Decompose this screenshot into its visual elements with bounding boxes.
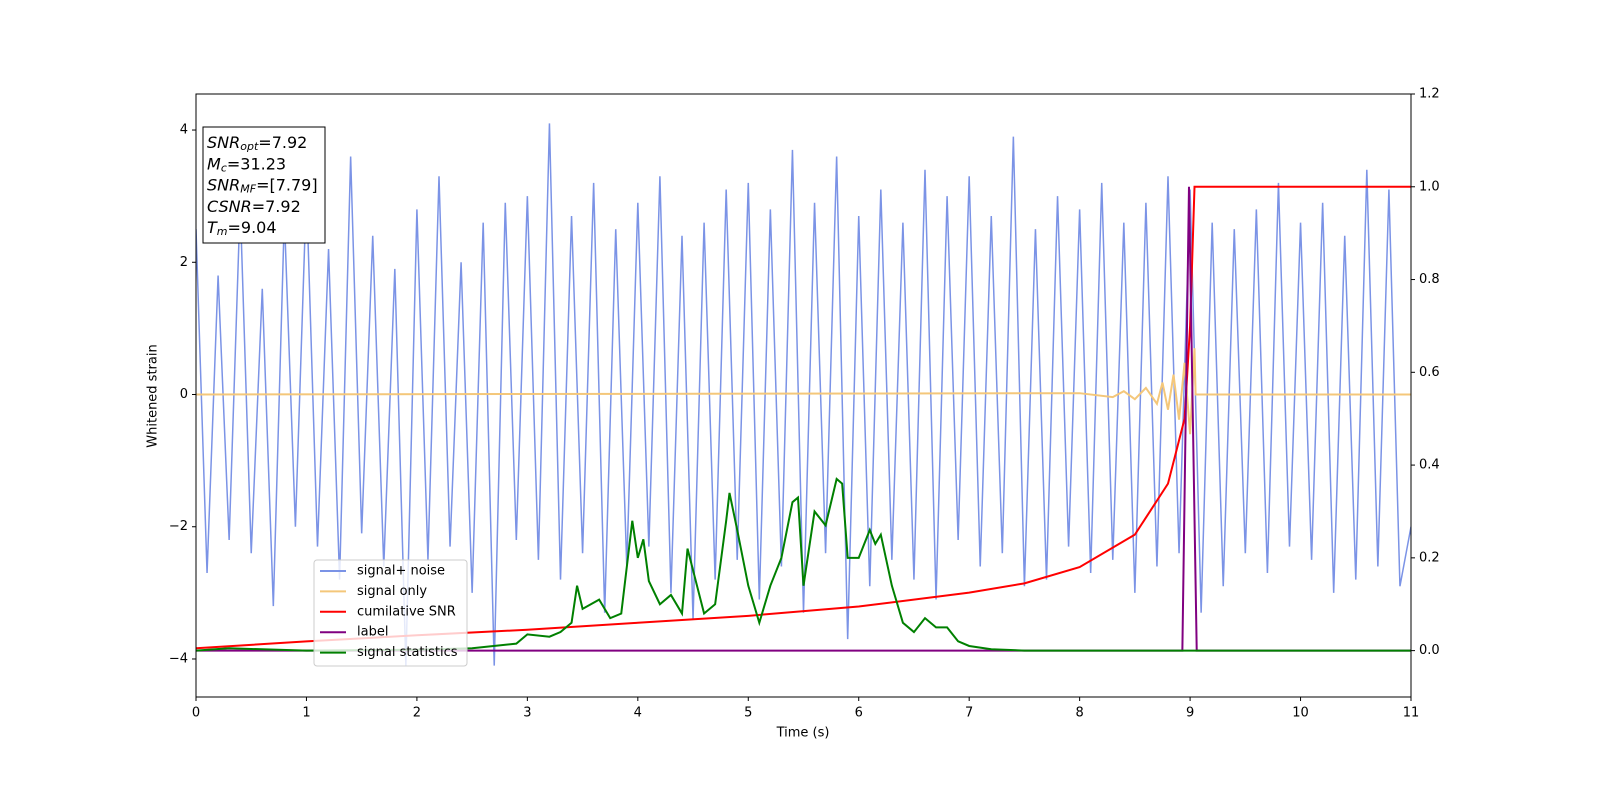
x-tick-label: 7 [965,706,973,721]
y2-tick-label: 0.6 [1419,365,1440,380]
y2-tick-label: 0.4 [1419,458,1440,473]
annotation-text: =9.04 [228,218,277,237]
annotation: Tm=9.04 [207,218,277,239]
x-axis-label: Time (s) [776,726,830,741]
x-tick-label: 9 [1186,706,1194,721]
annotation: CSNR=7.92 [207,196,301,215]
x-tick-label: 5 [744,706,752,721]
y2-tick-label: 0.0 [1419,643,1440,658]
x-tick-label: 4 [634,706,642,721]
annotation-symbol: CSNR [207,196,252,215]
series-line [196,123,1411,666]
annotation-symbol: SNR [207,175,240,194]
legend-label: signal statistics [357,645,458,660]
y-tick-label: −4 [169,651,188,666]
annotation: Mc=31.23 [207,154,286,175]
plot-frame [195,93,1412,698]
legend-box [313,559,468,667]
y-tick-label: −2 [169,519,188,534]
y-tick-label: 4 [180,123,188,138]
annotation-subscript: m [217,225,228,238]
annotation-subscript: opt [240,140,259,153]
annotation-subscript: c [221,161,227,174]
legend-label: signal+ noise [357,564,445,579]
y-axis-label: Whitened strain [146,344,161,447]
annotation-box [202,126,326,244]
annotation-symbol: SNR [207,133,240,152]
y-tick-label: 2 [180,255,188,270]
y2-tick-label: 1.0 [1419,179,1440,194]
annotation-text: =7.92 [252,196,301,215]
legend-label: label [357,625,388,640]
annotation: SNRMF=[7.79] [207,175,318,196]
legend-label: cumilative SNR [357,604,456,619]
x-tick-label: 6 [855,706,863,721]
annotation-symbol: M [207,154,221,173]
legend-label: signal only [357,584,427,599]
annotation-subscript: MF [240,183,256,196]
x-tick-label: 2 [413,706,421,721]
annotation-text: =31.23 [227,154,286,173]
x-tick-label: 10 [1292,706,1309,721]
x-tick-label: 11 [1403,706,1420,721]
y2-tick-label: 0.2 [1419,550,1440,565]
plot-area [196,123,1411,666]
annotation-text: =7.92 [258,133,307,152]
annotation: SNRopt=7.92 [207,133,307,154]
y2-tick-label: 1.2 [1419,87,1440,102]
x-tick-label: 0 [192,706,200,721]
annotation-symbol: T [207,218,218,237]
y-tick-label: 0 [180,387,188,402]
y2-tick-label: 0.8 [1419,272,1440,287]
x-tick-label: 8 [1075,706,1083,721]
annotation-text: =[7.79] [256,175,318,194]
x-tick-label: 1 [302,706,310,721]
series-line [196,477,1411,652]
x-tick-label: 3 [523,706,531,721]
